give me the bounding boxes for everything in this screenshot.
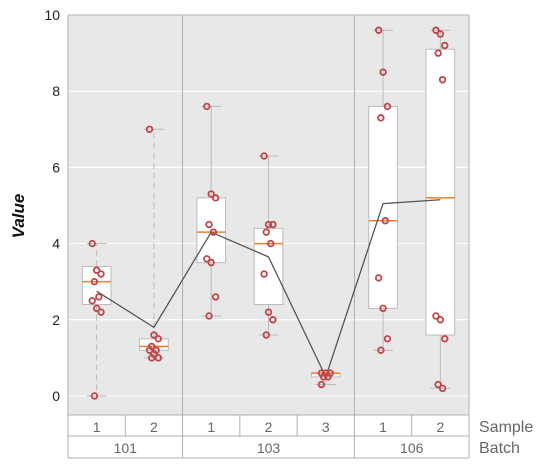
- data-point: [264, 308, 273, 316]
- data-point: [97, 308, 105, 316]
- data-point: [319, 373, 328, 381]
- sample-label: 2: [436, 419, 444, 435]
- data-point: [438, 384, 447, 393]
- box-106-2: [425, 29, 456, 389]
- data-point: [436, 30, 445, 38]
- category-axis: 1 2 101 1 2 3 103 1 2 106: [67, 14, 470, 459]
- y-tick-label: 8: [52, 83, 60, 99]
- box-106-1: [368, 29, 398, 351]
- data-point: [260, 270, 268, 278]
- batch-label: 101: [114, 440, 138, 456]
- data-point: [441, 335, 449, 343]
- data-point: [211, 293, 220, 301]
- y-tick-label: 0: [52, 388, 60, 404]
- data-point: [145, 125, 154, 133]
- data-point: [381, 217, 389, 225]
- batch-row-title: Batch: [479, 440, 520, 457]
- data-point: [379, 304, 387, 313]
- data-point: [207, 258, 215, 267]
- mean-line-layer: [96, 199, 441, 379]
- data-point: [154, 354, 163, 362]
- batch-label: 106: [400, 440, 424, 456]
- data-point: [92, 304, 101, 313]
- data-point: [267, 239, 275, 248]
- data-point: [317, 380, 326, 389]
- data-point: [207, 190, 215, 198]
- data-point: [203, 255, 211, 263]
- data-point: [148, 354, 156, 362]
- data-point: [269, 220, 277, 229]
- sample-label: 1: [379, 419, 387, 435]
- box-iqr: [425, 48, 456, 336]
- data-point: [383, 335, 392, 343]
- data-point: [88, 297, 96, 305]
- data-point: [269, 316, 277, 324]
- box-iqr: [368, 105, 398, 309]
- y-tick-label: 4: [52, 236, 60, 252]
- data-point: [434, 49, 442, 57]
- data-point: [260, 152, 268, 160]
- mean-line: [96, 199, 441, 379]
- data-point: [205, 312, 213, 320]
- data-point: [262, 331, 270, 339]
- data-point: [209, 228, 218, 236]
- data-point: [211, 194, 220, 202]
- data-point: [95, 293, 103, 301]
- data-point: [150, 331, 158, 339]
- data-point: [90, 277, 99, 286]
- data-point: [264, 220, 273, 229]
- y-tick-label: 10: [44, 7, 60, 23]
- data-point: [377, 346, 385, 354]
- data-point: [432, 312, 440, 320]
- data-point: [434, 380, 442, 389]
- data-point: [377, 114, 385, 122]
- y-tick-label: 2: [52, 312, 60, 328]
- data-point: [379, 68, 387, 76]
- data-point: [441, 41, 449, 50]
- sample-label: 2: [150, 419, 158, 435]
- data-point: [145, 346, 154, 354]
- y-axis-ticks: 0 2 4 6 8 10: [44, 7, 60, 404]
- sample-label: 2: [265, 419, 273, 435]
- data-point: [205, 220, 213, 229]
- data-point: [324, 373, 332, 381]
- data-point: [97, 270, 105, 278]
- batch-separators: [182, 15, 355, 415]
- data-point: [262, 228, 270, 236]
- y-axis-title: Value: [9, 194, 28, 239]
- box-iqr: [253, 227, 284, 306]
- sample-label: 1: [93, 419, 101, 435]
- data-point: [154, 335, 163, 343]
- data-point: [436, 316, 445, 324]
- data-point: [374, 274, 383, 282]
- sample-label: 1: [207, 419, 215, 435]
- data-point: [438, 76, 447, 84]
- data-point: [90, 392, 99, 400]
- data-point: [374, 26, 383, 34]
- sample-label: 3: [322, 419, 330, 435]
- y-tick-label: 6: [52, 159, 60, 175]
- data-points: [88, 26, 449, 400]
- data-point: [432, 26, 440, 34]
- data-point: [203, 102, 211, 111]
- data-point: [92, 266, 101, 274]
- data-point: [383, 102, 392, 111]
- batch-label: 103: [257, 440, 281, 456]
- data-point: [88, 239, 96, 248]
- sample-row-title: Sample: [479, 419, 533, 436]
